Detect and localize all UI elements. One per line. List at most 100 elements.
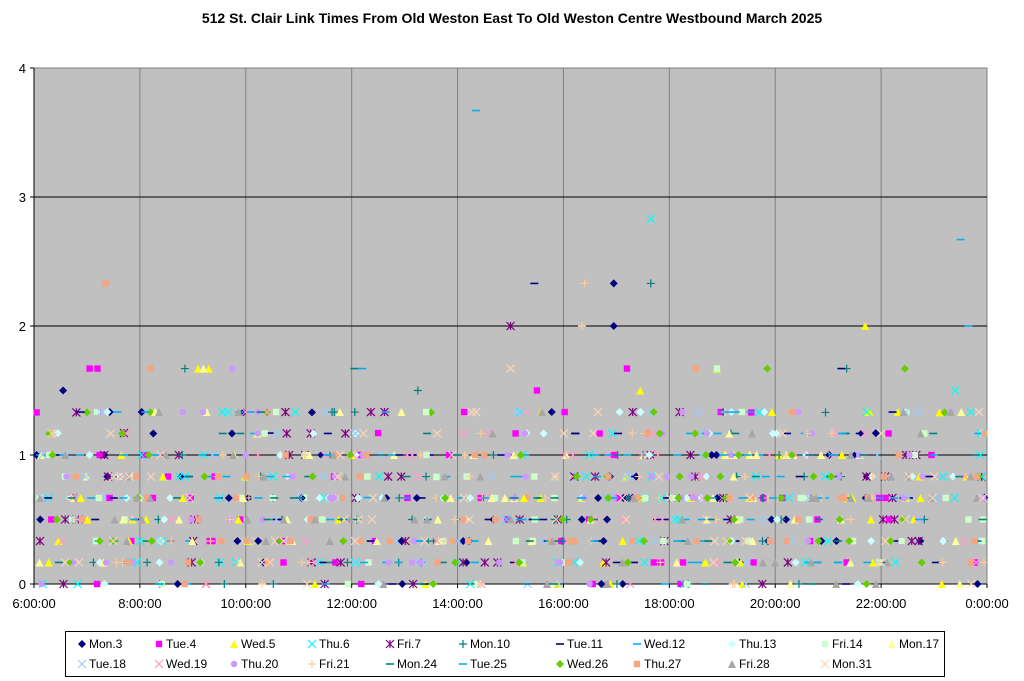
- data-point: [233, 537, 242, 546]
- data-point: [451, 558, 460, 567]
- data-point: [400, 536, 410, 546]
- data-point: [434, 537, 443, 546]
- data-point: [460, 516, 467, 523]
- legend-label: Thu.13: [739, 637, 777, 651]
- data-point: [305, 451, 314, 459]
- data-point: [864, 493, 873, 502]
- data-point: [682, 493, 691, 502]
- data-point: [795, 408, 802, 416]
- x-tick-label: 16:00:00: [538, 596, 589, 611]
- data-point: [758, 537, 767, 546]
- legend-label: Mon.10: [470, 637, 511, 651]
- data-point: [523, 494, 530, 501]
- data-point: [343, 558, 352, 567]
- data-point: [872, 450, 882, 460]
- data-point: [760, 408, 769, 417]
- data-point: [740, 472, 749, 481]
- data-point: [155, 536, 165, 546]
- data-point: [868, 472, 877, 481]
- data-point: [577, 322, 586, 330]
- data-point: [767, 408, 776, 417]
- data-point: [625, 579, 635, 589]
- data-point: [594, 493, 603, 502]
- data-point: [771, 558, 780, 567]
- data-point: [218, 451, 227, 459]
- data-point: [496, 559, 503, 566]
- data-point: [386, 537, 394, 545]
- data-point: [85, 451, 94, 459]
- data-point: [311, 515, 320, 524]
- data-point: [354, 493, 363, 502]
- legend-marker-shape: [308, 660, 316, 668]
- data-point: [533, 387, 541, 394]
- data-point: [871, 580, 880, 588]
- legend-marker-shape: [888, 640, 896, 648]
- data-point: [644, 407, 654, 417]
- data-point: [645, 451, 654, 459]
- data-point: [672, 558, 681, 567]
- data-point: [710, 536, 719, 546]
- data-point: [713, 365, 721, 372]
- data-point: [520, 407, 530, 417]
- data-point: [86, 365, 93, 372]
- data-point: [73, 579, 83, 589]
- data-point: [980, 430, 988, 437]
- data-point: [703, 493, 712, 502]
- data-point: [329, 451, 338, 459]
- data-point: [459, 493, 469, 503]
- data-point: [807, 558, 816, 567]
- data-point: [701, 558, 710, 567]
- data-point: [650, 515, 660, 524]
- data-point: [820, 472, 830, 481]
- data-point: [309, 429, 318, 438]
- data-point: [392, 536, 402, 546]
- data-point: [664, 473, 671, 480]
- data-point: [634, 536, 644, 546]
- data-point: [862, 580, 871, 588]
- data-point: [543, 580, 552, 588]
- data-point: [878, 515, 888, 524]
- legend-label: Wed.26: [567, 657, 609, 671]
- data-point: [758, 558, 767, 567]
- data-point: [422, 472, 431, 481]
- data-point: [432, 493, 441, 502]
- legend-marker-shape: [728, 660, 736, 668]
- data-point: [577, 515, 586, 524]
- data-point: [628, 429, 637, 438]
- data-point: [959, 536, 969, 546]
- legend-marker-shape: [556, 660, 564, 668]
- data-point: [199, 408, 207, 416]
- legend-label: Wed.19: [166, 657, 208, 671]
- data-point: [491, 494, 499, 502]
- data-point: [702, 515, 712, 524]
- data-point: [253, 450, 263, 460]
- data-point: [603, 515, 612, 524]
- data-point: [741, 536, 751, 546]
- data-point: [950, 386, 960, 395]
- data-point: [175, 515, 184, 524]
- y-tick-label: 1: [19, 448, 26, 463]
- data-point: [738, 408, 746, 416]
- data-point: [624, 493, 633, 502]
- data-point: [237, 494, 244, 502]
- data-point: [319, 516, 326, 523]
- data-point: [881, 536, 890, 546]
- data-point: [61, 451, 70, 459]
- data-point: [261, 430, 268, 437]
- legend-label: Thu.6: [319, 637, 350, 651]
- data-point: [146, 493, 155, 502]
- data-point: [889, 515, 899, 524]
- data-point: [685, 450, 695, 460]
- data-point: [259, 472, 268, 481]
- data-point: [57, 536, 67, 546]
- data-point: [416, 559, 424, 566]
- data-point: [767, 537, 774, 545]
- data-point: [937, 580, 946, 588]
- data-point: [554, 579, 564, 589]
- data-point: [794, 516, 802, 523]
- legend-marker: [459, 663, 467, 665]
- data-point: [741, 579, 751, 589]
- data-point: [783, 558, 793, 567]
- data-point: [729, 472, 738, 481]
- axes: 6:00:00 8:00:00 10:00:00 12:00:00 14:00:00 16…: [12, 61, 1008, 611]
